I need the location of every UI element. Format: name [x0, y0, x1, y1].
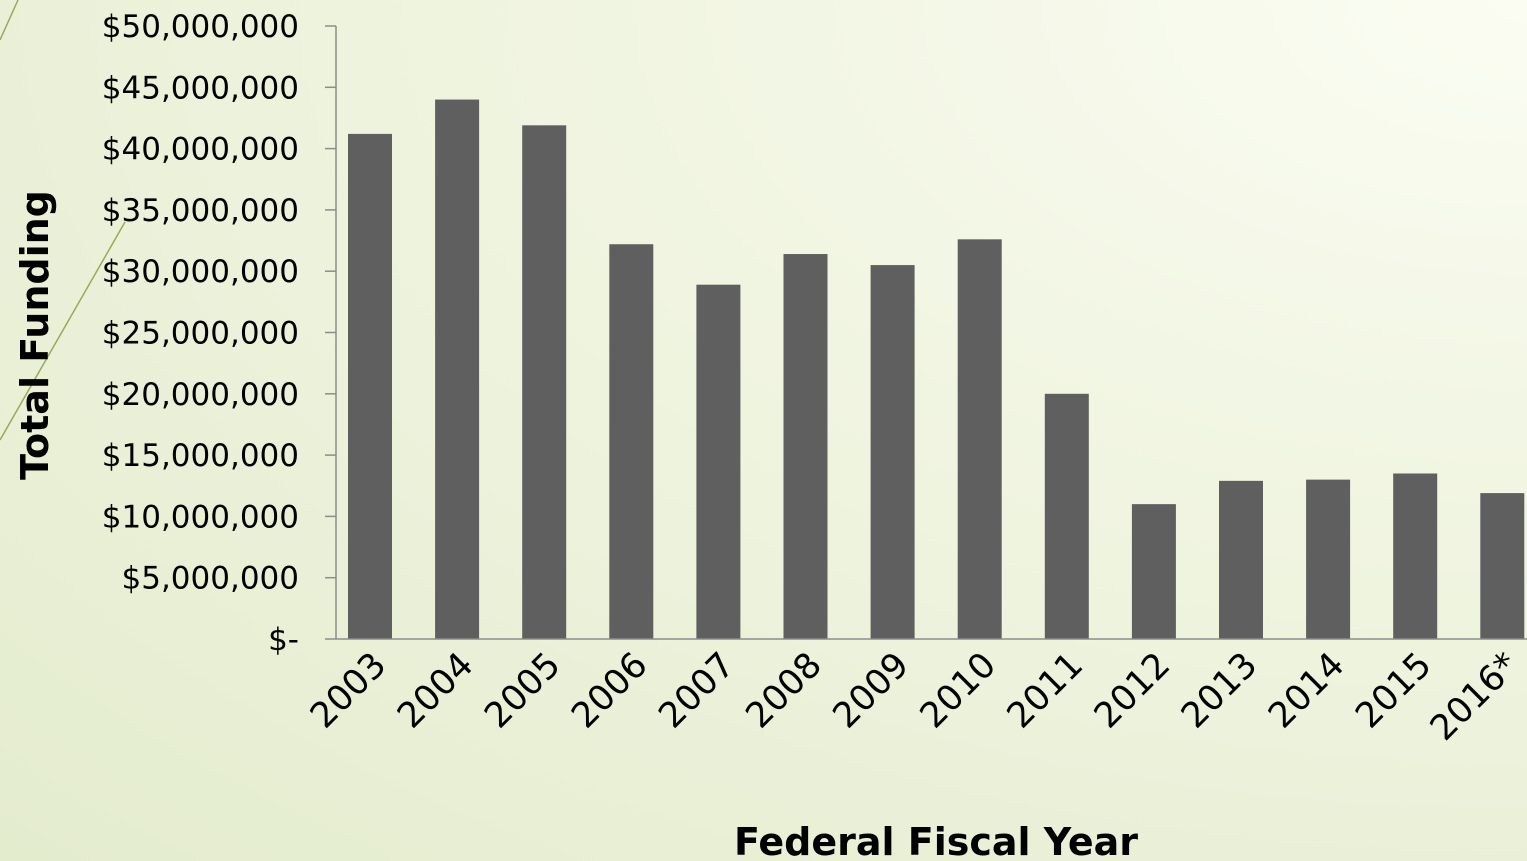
y-tick-label: $50,000,000 [102, 9, 299, 45]
bar-2006 [609, 244, 653, 639]
bar-2004 [435, 100, 479, 639]
y-tick-label: $35,000,000 [102, 193, 299, 229]
y-tick-label: $20,000,000 [102, 377, 299, 413]
y-tick-label: $15,000,000 [102, 438, 299, 474]
y-tick-labels: $- $5,000,000 $10,000,000 $15,000,000 $20,00… [102, 9, 299, 658]
x-tick-label: 2016* [1423, 645, 1527, 749]
bar-2011 [1045, 394, 1089, 639]
y-tick-label: $10,000,000 [102, 499, 299, 535]
x-tick-label: 2007 [651, 645, 742, 736]
bar-2014 [1306, 480, 1350, 639]
bar-2012 [1132, 504, 1176, 639]
x-tick-labels: 2003200420052006200720082009201020112012… [303, 645, 1527, 749]
y-tick-label: $25,000,000 [102, 316, 299, 352]
y-tick-label: $45,000,000 [102, 70, 299, 106]
x-tick-label: 2006 [564, 645, 655, 736]
bar-2008 [784, 254, 828, 639]
x-tick-label: 2011 [1000, 645, 1091, 736]
bar-2015 [1393, 473, 1437, 639]
y-tick-label: $30,000,000 [102, 254, 299, 290]
x-tick-label: 2009 [826, 645, 917, 736]
x-tick-label: 2004 [390, 645, 481, 736]
x-tick-label: 2008 [739, 645, 830, 736]
bar-2013 [1219, 481, 1263, 639]
bar-2010 [958, 239, 1002, 639]
bar-2007 [696, 285, 740, 639]
decorative-line-top [0, 0, 18, 40]
x-tick-label: 2010 [913, 645, 1004, 736]
y-tick-label: $- [268, 622, 299, 658]
bar-2009 [871, 265, 915, 639]
x-tick-label: 2003 [303, 645, 394, 736]
x-tick-label: 2014 [1261, 645, 1352, 736]
x-axis-title: Federal Fiscal Year [734, 820, 1138, 861]
x-tick-label: 2005 [477, 645, 568, 736]
y-tick-label: $40,000,000 [102, 132, 299, 168]
x-tick-label: 2012 [1087, 645, 1178, 736]
bars-group [348, 100, 1524, 639]
y-tick-label: $5,000,000 [122, 561, 300, 597]
bar-2005 [522, 125, 566, 639]
bar-2003 [348, 134, 392, 639]
y-axis-title: Total Funding [13, 190, 57, 480]
bar-2016-star [1480, 493, 1524, 639]
x-tick-label: 2013 [1174, 645, 1265, 736]
